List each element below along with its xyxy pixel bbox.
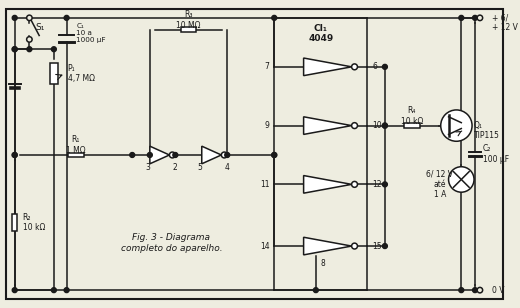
Text: 15: 15 (372, 241, 382, 251)
Circle shape (382, 182, 387, 187)
Circle shape (147, 152, 152, 157)
Text: Q₁
TIP115: Q₁ TIP115 (474, 121, 500, 140)
Text: C₂
100 μF: C₂ 100 μF (483, 144, 509, 164)
Polygon shape (304, 117, 352, 134)
Circle shape (12, 15, 17, 20)
Circle shape (352, 181, 357, 187)
Circle shape (459, 15, 464, 20)
Text: 5: 5 (198, 163, 202, 172)
Polygon shape (150, 146, 170, 164)
Circle shape (64, 288, 69, 293)
Text: 7: 7 (265, 62, 269, 71)
Text: S₁: S₁ (35, 23, 45, 32)
Text: R₂
10 kΩ: R₂ 10 kΩ (22, 213, 45, 232)
Circle shape (382, 244, 387, 249)
Circle shape (459, 288, 464, 293)
Circle shape (12, 152, 17, 157)
Circle shape (12, 288, 17, 293)
Circle shape (272, 152, 277, 157)
Circle shape (382, 64, 387, 69)
Circle shape (477, 287, 483, 293)
Text: 4: 4 (225, 163, 230, 172)
Circle shape (51, 47, 56, 52)
Text: 6: 6 (372, 62, 377, 71)
Bar (180, 27, 197, 32)
Circle shape (473, 15, 477, 20)
Polygon shape (202, 146, 222, 164)
Circle shape (352, 123, 357, 128)
Text: 8: 8 (321, 259, 326, 268)
Text: R₁
1 MΩ: R₁ 1 MΩ (66, 136, 86, 155)
Circle shape (130, 152, 135, 157)
Text: 12: 12 (372, 180, 382, 189)
Circle shape (170, 152, 175, 158)
Circle shape (352, 64, 357, 70)
Circle shape (473, 288, 477, 293)
Bar (404, 123, 420, 128)
Text: 10: 10 (372, 121, 382, 130)
Circle shape (12, 152, 17, 157)
Circle shape (222, 152, 227, 158)
Circle shape (477, 15, 483, 21)
Circle shape (225, 152, 230, 157)
Circle shape (12, 47, 17, 52)
Circle shape (449, 167, 474, 192)
Circle shape (64, 15, 69, 20)
Text: C₁
10 a
1000 μF: C₁ 10 a 1000 μF (76, 22, 106, 43)
Text: 9: 9 (265, 121, 269, 130)
Polygon shape (304, 176, 352, 193)
Text: Fig. 3 - Diagrama
completo do aparelho.: Fig. 3 - Diagrama completo do aparelho. (121, 233, 222, 253)
Circle shape (314, 288, 318, 293)
Polygon shape (304, 58, 352, 76)
Circle shape (382, 123, 387, 128)
Circle shape (27, 15, 32, 21)
Circle shape (173, 152, 178, 157)
Circle shape (272, 152, 277, 157)
Circle shape (382, 123, 387, 128)
Circle shape (27, 47, 32, 52)
Polygon shape (304, 237, 352, 255)
Circle shape (352, 243, 357, 249)
Text: 14: 14 (259, 241, 269, 251)
Text: P₁
4,7 MΩ: P₁ 4,7 MΩ (68, 64, 95, 83)
Circle shape (272, 15, 277, 20)
Text: CI₁
4049: CI₁ 4049 (308, 24, 333, 43)
Circle shape (27, 37, 32, 42)
Text: 6/ 12 V
até
1 A: 6/ 12 V até 1 A (426, 169, 453, 199)
Text: R₄
10 kΩ: R₄ 10 kΩ (400, 106, 423, 125)
Text: 3: 3 (146, 163, 150, 172)
Bar (50, 63, 58, 84)
Text: 0 V: 0 V (491, 286, 504, 295)
Text: + 6/
+ 12 V: + 6/ + 12 V (491, 13, 517, 32)
Bar (68, 152, 84, 157)
Text: 2: 2 (173, 163, 178, 172)
Circle shape (51, 288, 56, 293)
Circle shape (12, 47, 17, 52)
Text: R₃
10 MΩ: R₃ 10 MΩ (176, 10, 201, 30)
Bar (12, 214, 17, 231)
Circle shape (441, 110, 472, 141)
Text: 11: 11 (260, 180, 269, 189)
